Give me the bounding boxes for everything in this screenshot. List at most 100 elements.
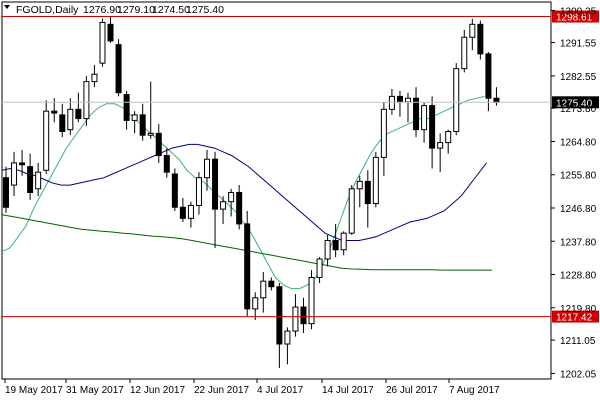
candle-body-up — [228, 191, 235, 203]
candle — [59, 103, 66, 138]
candle — [429, 96, 436, 169]
candle-body-down — [123, 94, 130, 121]
candle-body-down — [19, 162, 26, 166]
candle-body-up — [340, 232, 347, 251]
candle — [67, 98, 74, 136]
candle-body-down — [75, 108, 82, 120]
candle — [324, 234, 331, 267]
candle — [236, 185, 243, 230]
candle-body-up — [445, 131, 452, 144]
candle-body-down — [115, 44, 122, 94]
y-tick-label: 1228.80 — [560, 271, 597, 282]
x-tick-label: 26 Jul 2017 — [386, 385, 438, 396]
candle — [155, 124, 162, 163]
level-price-label: 1298.61 — [556, 13, 593, 24]
candle-body-down — [300, 306, 307, 325]
candle-body-up — [195, 177, 202, 206]
level-price-tag — [552, 310, 599, 323]
candles — [3, 16, 500, 369]
candle — [292, 294, 299, 337]
candle — [421, 101, 428, 143]
y-tick-label: 1255.80 — [560, 171, 597, 182]
candle-body-up — [187, 204, 194, 219]
candle — [123, 90, 130, 130]
candle — [252, 292, 259, 320]
candle — [27, 153, 34, 200]
y-tick-label: 1291.55 — [560, 39, 597, 50]
ma-mid-line — [1, 143, 487, 241]
chart-header: FGOLD,Daily 1276.90 1279.10 1274.50 1275… — [16, 4, 224, 16]
ma-fast-line — [1, 95, 485, 290]
candle — [340, 231, 347, 256]
candle-body-up — [372, 156, 379, 205]
candle-body-up — [316, 258, 323, 278]
y-tick-label: 1264.80 — [560, 137, 597, 148]
candle-body-down — [485, 53, 492, 99]
candle-body-up — [284, 330, 291, 345]
candle-body-down — [332, 240, 339, 251]
level-price-tag — [552, 10, 599, 23]
candle-body-up — [131, 114, 138, 121]
symbol-timeframe-label: FGOLD,Daily — [16, 4, 79, 16]
candle — [19, 149, 26, 176]
x-tick-label: 4 Jul 2017 — [257, 385, 304, 396]
candle-body-down — [276, 286, 283, 345]
candle — [380, 101, 387, 176]
candle-body-down — [236, 191, 243, 225]
candle-body-down — [493, 97, 500, 103]
candle-body-down — [27, 166, 34, 193]
candle — [107, 16, 114, 43]
x-tick-label: 31 May 2017 — [66, 385, 124, 396]
candle — [43, 100, 50, 174]
collapse-arrow-icon[interactable] — [4, 5, 10, 9]
candle — [300, 297, 307, 333]
candle — [91, 64, 98, 88]
candle-body-down — [212, 158, 219, 210]
y-tick-label: 1219.80 — [560, 304, 597, 315]
candle-body-up — [204, 158, 210, 179]
candle — [445, 129, 452, 154]
y-tick-label: 1237.80 — [560, 237, 597, 248]
candle-body-down — [268, 280, 275, 288]
candle — [35, 162, 42, 197]
ohlc-low: 1274.50 — [152, 4, 190, 16]
candle — [260, 271, 267, 313]
candle — [461, 29, 468, 73]
current-price-label: 1275.40 — [556, 98, 593, 109]
candle — [163, 148, 170, 178]
candle-body-up — [91, 73, 98, 83]
candle-body-down — [59, 114, 66, 133]
candle — [83, 76, 90, 126]
y-tick-label: 1211.05 — [560, 336, 596, 347]
candle-body-up — [421, 105, 428, 131]
candle — [139, 103, 146, 141]
candle — [276, 283, 283, 369]
candle-body-down — [51, 110, 58, 114]
candle — [485, 52, 492, 112]
candle — [453, 63, 460, 136]
candle-body-up — [292, 306, 299, 332]
candle-body-up — [308, 276, 315, 325]
candle-body-down — [3, 177, 9, 208]
candle-body-down — [163, 155, 170, 173]
candle-body-down — [477, 23, 484, 55]
y-tick-label: 1246.80 — [560, 204, 597, 215]
price-axis: 1300.25 1291.55 1282.55 1273.80 1264.80 1255.… — [551, 6, 597, 380]
candle-body-down — [364, 180, 371, 205]
candle-body-down — [429, 105, 436, 149]
price-levels: 1298.61 1217.42 1275.40 — [2, 10, 599, 324]
x-tick-label: 7 Aug 2017 — [449, 385, 500, 396]
candle — [477, 20, 484, 60]
ohlc-high: 1279.10 — [117, 4, 155, 16]
candle — [372, 151, 379, 208]
candle — [332, 223, 339, 258]
candle-body-down — [413, 97, 420, 131]
candle — [316, 257, 323, 284]
level-price-label: 1217.42 — [556, 313, 593, 324]
candle-body-down — [244, 223, 251, 310]
candle — [147, 81, 154, 139]
candle-body-up — [147, 132, 154, 136]
candle-body-down — [107, 23, 114, 42]
